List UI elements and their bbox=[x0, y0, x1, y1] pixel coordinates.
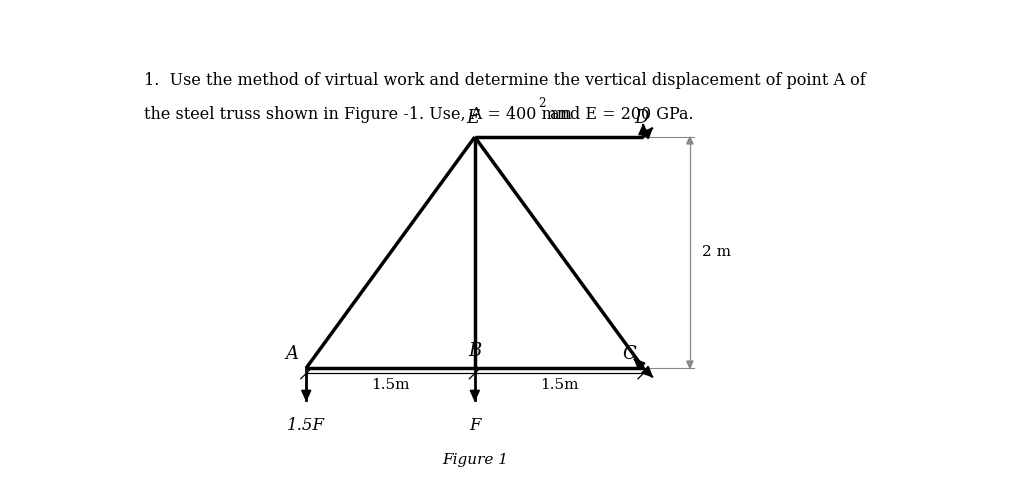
Polygon shape bbox=[642, 366, 652, 376]
Text: 2 m: 2 m bbox=[701, 246, 730, 260]
Polygon shape bbox=[302, 390, 310, 400]
Text: F: F bbox=[469, 416, 480, 434]
Text: 1.  Use the method of virtual work and determine the vertical displacement of po: 1. Use the method of virtual work and de… bbox=[143, 72, 865, 88]
Text: B: B bbox=[468, 342, 481, 360]
Polygon shape bbox=[635, 360, 645, 370]
Text: E: E bbox=[467, 109, 480, 127]
Text: 1.5m: 1.5m bbox=[540, 378, 579, 392]
Text: D: D bbox=[635, 109, 649, 127]
Polygon shape bbox=[687, 137, 693, 144]
Text: 1.5m: 1.5m bbox=[372, 378, 410, 392]
Text: 1.5F: 1.5F bbox=[288, 416, 326, 434]
Polygon shape bbox=[642, 128, 652, 138]
Text: A: A bbox=[286, 346, 299, 364]
Text: C: C bbox=[623, 346, 636, 364]
Polygon shape bbox=[687, 361, 693, 368]
Text: and E = 200 GPa.: and E = 200 GPa. bbox=[545, 106, 693, 123]
Text: 2: 2 bbox=[539, 96, 546, 110]
Polygon shape bbox=[639, 124, 648, 134]
Polygon shape bbox=[470, 390, 479, 400]
Text: the steel truss shown in Figure -1. Use, A = 400 mm: the steel truss shown in Figure -1. Use,… bbox=[143, 106, 571, 123]
Text: Figure 1: Figure 1 bbox=[441, 452, 508, 466]
